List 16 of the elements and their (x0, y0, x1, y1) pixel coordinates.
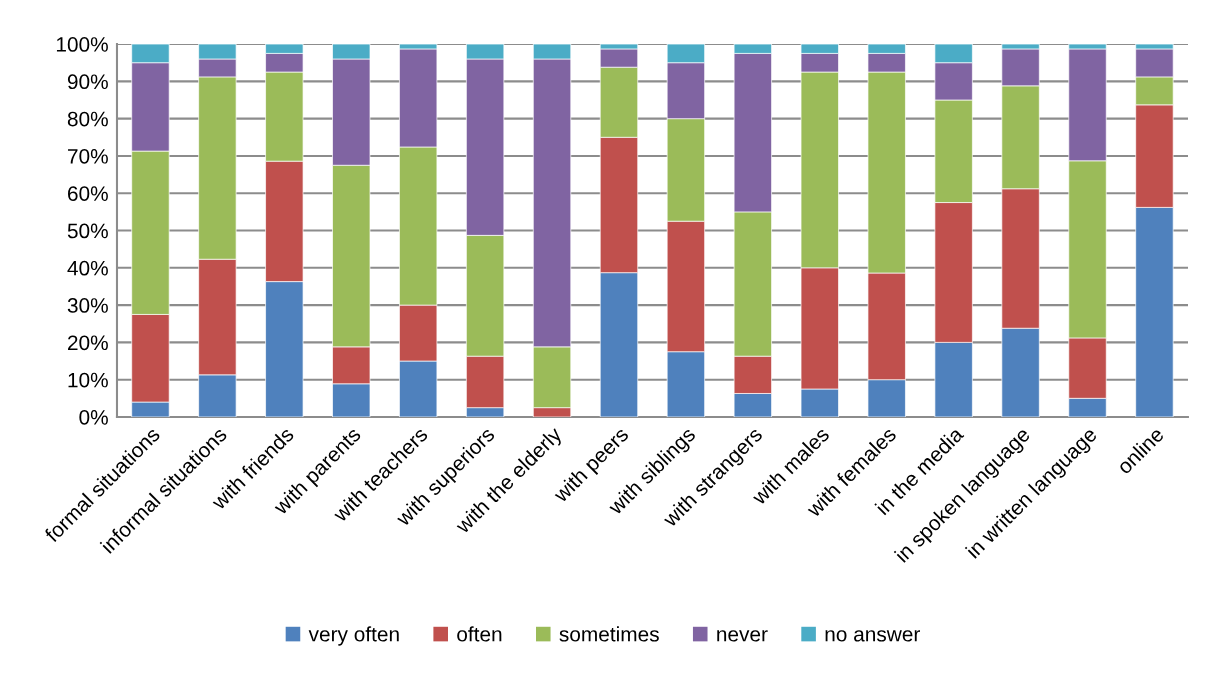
y-tick-label: 50% (67, 223, 108, 239)
y-tick-label: 90% (67, 74, 108, 90)
y-tick-label: 80% (67, 111, 108, 127)
y-tick-label: 0% (79, 409, 108, 425)
y-tick-label: 70% (68, 148, 108, 164)
y-tick-label: 10% (68, 372, 108, 388)
y-tick-label: 60% (68, 186, 108, 201)
y-tick-label: 100% (56, 37, 108, 52)
legend-label: very often (308, 626, 399, 646)
y-tick-label: 40% (67, 260, 108, 276)
y-tick-label: 30% (67, 298, 108, 313)
legend-label: often (457, 626, 502, 642)
y-tick-label: 20% (68, 335, 108, 351)
legend-label: never (717, 630, 768, 642)
legend-label: no answer (825, 630, 920, 642)
legend-label: sometimes (559, 626, 659, 642)
